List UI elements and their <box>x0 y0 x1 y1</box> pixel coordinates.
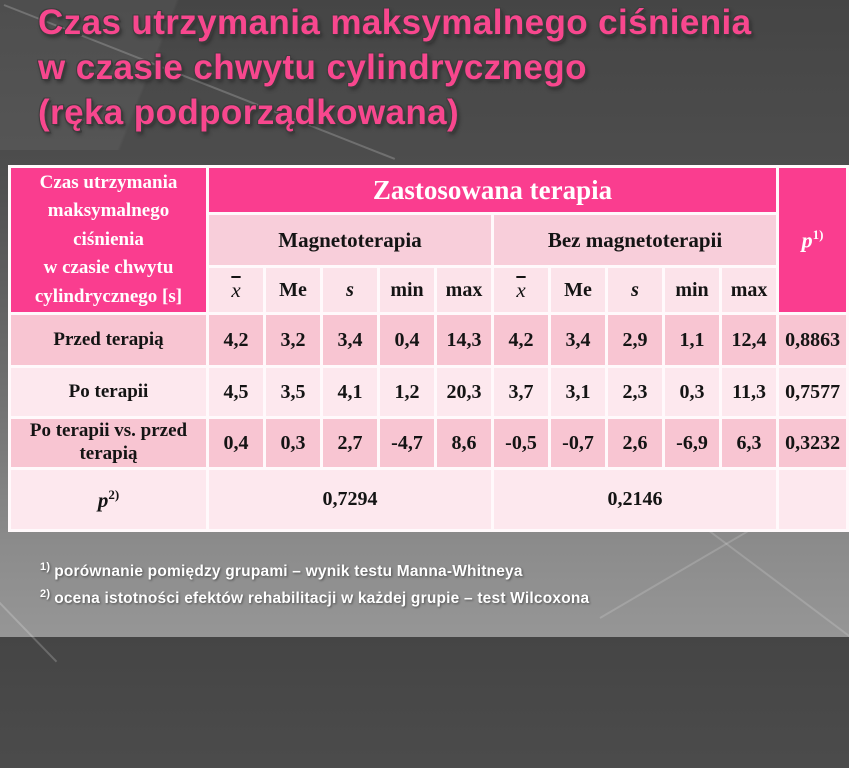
data-cell: 2,7 <box>320 416 380 470</box>
corner-line: w czasie chwytu <box>43 257 174 279</box>
data-cell: 2,9 <box>605 312 665 368</box>
footnote-1-superscript: 1) <box>40 561 51 573</box>
data-cell: -0,7 <box>548 416 608 470</box>
data-cell: 0,4 <box>206 416 266 470</box>
stat-header-sd: s <box>320 265 380 315</box>
empty-cell <box>776 467 849 532</box>
p-value-cell: 0,3232 <box>776 416 849 470</box>
footnotes: 1) porównanie pomiędzy grupami – wynik te… <box>40 556 589 610</box>
footnote-2-text: ocena istotności efektów rehabilitacji w… <box>54 590 590 608</box>
corner-line: cylindrycznego [s] <box>34 285 183 307</box>
stat-header-max: max <box>434 265 494 315</box>
table-row-po-terapii: Po terapii 4,5 3,5 4,1 1,2 20,3 3,7 3,1 … <box>8 365 849 419</box>
data-cell: 4,2 <box>206 312 266 368</box>
row-label: Po terapii <box>8 365 209 419</box>
title-line-1: Czas utrzymania maksymalnego ciśnienia <box>38 3 752 42</box>
data-cell: 4,2 <box>491 312 551 368</box>
slide-title: Czas utrzymania maksymalnego ciśnienia w… <box>38 0 752 135</box>
data-cell: 4,1 <box>320 365 380 419</box>
data-cell: 3,1 <box>548 365 608 419</box>
stat-header-max: max <box>718 265 780 315</box>
stat-header-min: min <box>662 265 722 315</box>
data-cell: 14,3 <box>434 312 494 368</box>
p2-label: p2) <box>8 467 209 532</box>
data-cell: 2,6 <box>605 416 665 470</box>
data-cell: 1,1 <box>662 312 722 368</box>
data-cell: 2,3 <box>605 365 665 419</box>
p1-superscript: 1) <box>812 226 824 242</box>
data-cell: 3,5 <box>263 365 323 419</box>
footnote-1: 1) porównanie pomiędzy grupami – wynik te… <box>40 556 589 583</box>
p1-symbol: p <box>801 227 813 253</box>
data-cell: -4,7 <box>377 416 437 470</box>
data-cell: 1,2 <box>377 365 437 419</box>
data-cell: -0,5 <box>491 416 551 470</box>
stat-header-mean: x <box>206 265 266 315</box>
data-cell: -6,9 <box>662 416 722 470</box>
data-cell: 3,4 <box>320 312 380 368</box>
stat-header-sd: s <box>605 265 665 315</box>
footnote-2: 2) ocena istotności efektów rehabilitacji… <box>40 583 589 610</box>
corner-line: ciśnienia <box>73 228 144 250</box>
data-cell: 20,3 <box>434 365 494 419</box>
p1-header: p1) <box>776 165 849 315</box>
p2-value-bez-magnetoterapii: 0,2146 <box>490 467 780 532</box>
group-header-bez-magnetoterapii: Bez magnetoterapii <box>490 212 780 268</box>
row-label: Po terapii vs. przed terapią <box>8 416 209 470</box>
data-cell: 11,3 <box>718 365 780 419</box>
data-cell: 3,2 <box>263 312 323 368</box>
stat-header-median: Me <box>548 265 608 315</box>
footnote-2-superscript: 2) <box>40 588 51 601</box>
p-value-cell: 0,8863 <box>776 312 849 368</box>
diagonal-line-bottom-right-2 <box>687 514 849 768</box>
data-cell: 6,3 <box>718 416 780 470</box>
stat-header-median: Me <box>263 265 323 315</box>
title-line-2: w czasie chwytu cylindrycznego <box>38 48 587 87</box>
table-row-przed-terapia: Przed terapią 4,2 3,2 3,4 0,4 14,3 4,2 3… <box>8 312 849 368</box>
data-cell: 0,3 <box>662 365 722 419</box>
data-cell: 3,4 <box>548 312 608 368</box>
stat-header-min: min <box>377 265 437 315</box>
row-label: Przed terapią <box>8 312 209 368</box>
group-header-magnetoterapia: Magnetoterapia <box>206 212 494 268</box>
data-cell: 3,7 <box>491 365 551 419</box>
table-row-po-vs-przed: Po terapii vs. przed terapią 0,4 0,3 2,7… <box>8 416 849 470</box>
p-value-cell: 0,7577 <box>776 365 849 419</box>
stat-header-mean: x <box>491 265 551 315</box>
results-table: Czas utrzymania maksymalnego ciśnienia w… <box>8 165 849 532</box>
footnote-1-text: porównanie pomiędzy grupami – wynik test… <box>54 563 523 581</box>
data-cell: 12,4 <box>718 312 780 368</box>
therapy-header: Zastosowana terapia <box>205 165 780 215</box>
corner-line: maksymalnego <box>47 200 170 222</box>
data-cell: 4,5 <box>206 365 266 419</box>
title-line-3: (ręka podporządkowana) <box>38 93 460 132</box>
corner-header: Czas utrzymania maksymalnego ciśnienia w… <box>8 165 209 315</box>
data-cell: 8,6 <box>434 416 494 470</box>
table-row-p2: p2) 0,7294 0,2146 <box>8 467 849 532</box>
data-cell: 0,4 <box>377 312 437 368</box>
data-cell: 0,3 <box>263 416 323 470</box>
p2-value-magnetoterapia: 0,7294 <box>206 467 494 532</box>
corner-line: Czas utrzymania <box>39 171 178 193</box>
